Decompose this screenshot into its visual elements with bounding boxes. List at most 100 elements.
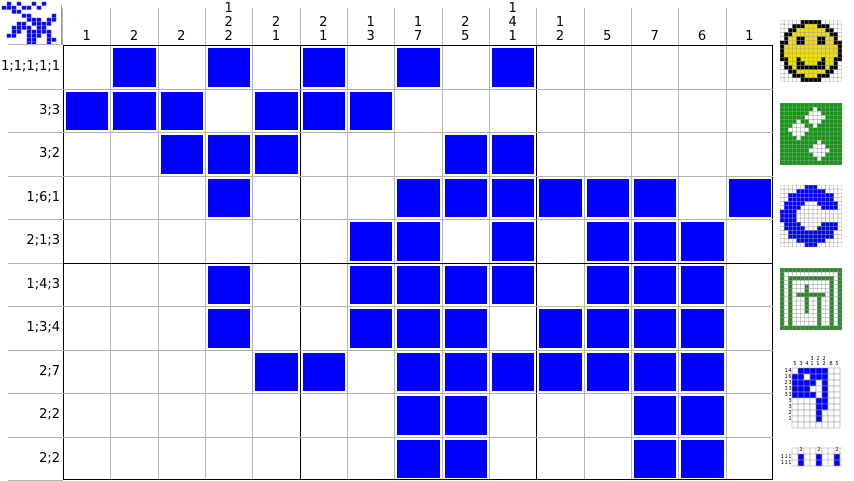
grid-cell[interactable] (727, 46, 773, 89)
grid-cell[interactable] (301, 394, 347, 437)
grid-cell[interactable] (64, 264, 110, 307)
grid-cell[interactable] (111, 351, 157, 394)
grid-cell[interactable] (348, 307, 395, 350)
grid-cell[interactable] (679, 133, 725, 176)
grid-cell[interactable] (537, 176, 584, 219)
grid-cell[interactable] (253, 394, 299, 437)
grid-cell[interactable] (64, 46, 110, 89)
grid-cell[interactable] (111, 46, 158, 89)
grid-cell[interactable] (253, 177, 299, 220)
grid-cell[interactable] (395, 263, 442, 306)
grid-cell[interactable] (679, 307, 726, 350)
grid-cell[interactable] (395, 176, 442, 219)
grid-cell[interactable] (442, 133, 489, 176)
grid-cell[interactable] (253, 46, 299, 89)
grid-cell[interactable] (301, 264, 347, 307)
grid-cell[interactable] (348, 46, 394, 89)
grid-cell[interactable] (253, 307, 299, 350)
grid-cell[interactable] (537, 350, 584, 393)
grid-cell[interactable] (64, 351, 110, 394)
grid-cell[interactable] (206, 307, 253, 350)
grid-cell[interactable] (727, 220, 773, 263)
grid-cell[interactable] (206, 263, 253, 306)
grid-cell[interactable] (253, 350, 300, 393)
grid-cell[interactable] (537, 220, 583, 263)
grid-cell[interactable] (64, 438, 110, 481)
grid-cell[interactable] (490, 90, 536, 133)
grid-cell[interactable] (206, 351, 252, 394)
grid-cell[interactable] (585, 90, 631, 133)
grid-cell[interactable] (348, 89, 395, 132)
grid-cell[interactable] (301, 133, 347, 176)
grid-cell[interactable] (348, 351, 394, 394)
grid-cell[interactable] (632, 46, 678, 89)
grid-cell[interactable] (64, 307, 110, 350)
grid-cell[interactable] (159, 220, 205, 263)
grid-cell[interactable] (206, 133, 253, 176)
grid-cell[interactable] (348, 133, 394, 176)
grid-cell[interactable] (679, 46, 725, 89)
grid-cell[interactable] (159, 264, 205, 307)
thumbnail-smiley[interactable] (780, 20, 842, 82)
grid-cell[interactable] (490, 263, 537, 306)
grid-cell[interactable] (64, 177, 110, 220)
grid-cell[interactable] (442, 437, 489, 480)
grid-cell[interactable] (490, 220, 537, 263)
grid-cell[interactable] (253, 438, 299, 481)
grid-cell[interactable] (395, 437, 442, 480)
grid-cell[interactable] (679, 350, 726, 393)
grid-cell[interactable] (490, 46, 537, 89)
grid-cell[interactable] (64, 220, 110, 263)
grid-cell[interactable] (442, 263, 489, 306)
grid-cell[interactable] (537, 394, 583, 437)
grid-cell[interactable] (159, 438, 205, 481)
grid-cell[interactable] (206, 46, 253, 89)
grid-cell[interactable] (348, 438, 394, 481)
grid-cell[interactable] (537, 307, 584, 350)
grid-cell[interactable] (727, 264, 773, 307)
grid-cell[interactable] (111, 177, 157, 220)
grid-cell[interactable] (632, 437, 679, 480)
grid-cell[interactable] (585, 133, 631, 176)
grid-cell[interactable] (584, 350, 631, 393)
grid-cell[interactable] (490, 307, 536, 350)
grid-cell[interactable] (727, 438, 773, 481)
grid-cell[interactable] (348, 263, 395, 306)
grid-cell[interactable] (300, 46, 347, 89)
grid-cell[interactable] (584, 263, 631, 306)
app-logo[interactable] (0, 0, 62, 46)
grid-cell[interactable] (395, 90, 441, 133)
grid-cell[interactable] (395, 307, 442, 350)
grid-cell[interactable] (443, 220, 489, 263)
grid-cell[interactable] (679, 437, 726, 480)
grid-cell[interactable] (727, 307, 773, 350)
grid-cell[interactable] (64, 89, 111, 132)
grid-cell[interactable] (395, 46, 442, 89)
grid-cell[interactable] (301, 177, 347, 220)
grid-cell[interactable] (632, 350, 679, 393)
grid-cell[interactable] (301, 307, 347, 350)
grid-cell[interactable] (111, 264, 157, 307)
grid-cell[interactable] (206, 90, 252, 133)
grid-cell[interactable] (584, 176, 631, 219)
grid-cell[interactable] (348, 394, 394, 437)
grid-cell[interactable] (442, 350, 489, 393)
grid-cell[interactable] (443, 90, 489, 133)
grid-cell[interactable] (726, 176, 773, 219)
grid-cell[interactable] (253, 264, 299, 307)
grid-cell[interactable] (395, 133, 441, 176)
grid-cell[interactable] (679, 220, 726, 263)
grid-cell[interactable] (395, 394, 442, 437)
grid-cell[interactable] (679, 177, 725, 220)
grid-cell[interactable] (632, 394, 679, 437)
grid-cell[interactable] (490, 394, 536, 437)
grid-cell[interactable] (301, 220, 347, 263)
grid-cell[interactable] (537, 46, 583, 89)
grid-cell[interactable] (111, 133, 157, 176)
grid-cell[interactable] (727, 351, 773, 394)
grid-cell[interactable] (584, 307, 631, 350)
grid-cell[interactable] (679, 90, 725, 133)
grid-cell[interactable] (158, 133, 205, 176)
grid-cell[interactable] (253, 133, 300, 176)
